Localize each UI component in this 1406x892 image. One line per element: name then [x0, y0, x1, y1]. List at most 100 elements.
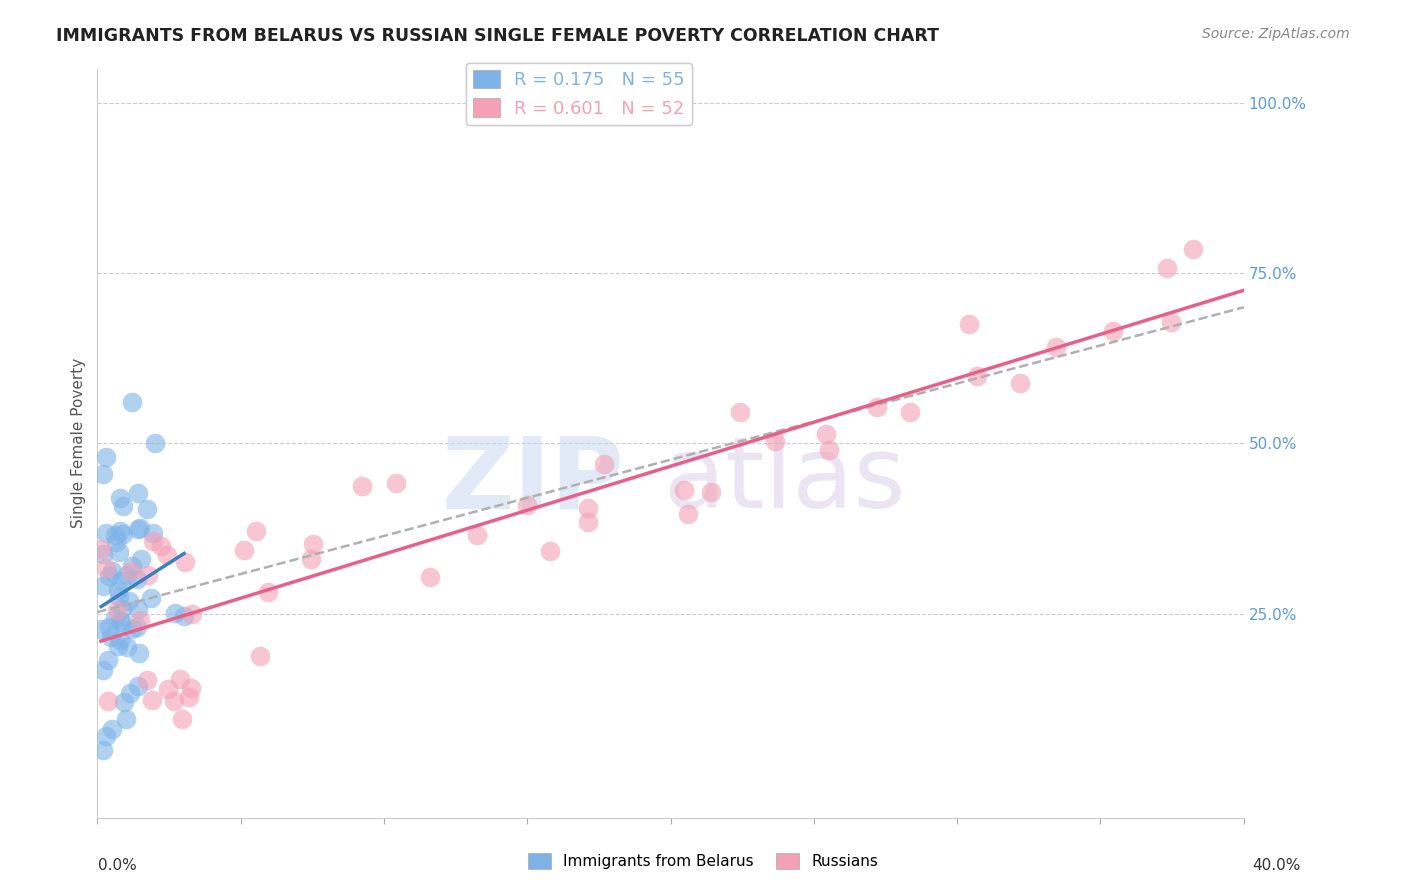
Point: [156, 548, 179, 562]
Point: [142, 526, 165, 541]
Point: [728, 404, 751, 418]
Point: [966, 369, 988, 384]
Point: [90, 542, 112, 557]
Point: [107, 582, 129, 597]
Point: [173, 609, 195, 624]
Point: [97, 653, 120, 667]
Point: [419, 569, 441, 583]
Point: [136, 673, 159, 687]
Point: [174, 555, 197, 569]
Point: [117, 567, 139, 582]
Point: [1181, 242, 1204, 256]
Point: [170, 712, 193, 726]
Point: [128, 520, 150, 534]
Point: [302, 537, 325, 551]
Point: [107, 640, 129, 654]
Point: [350, 479, 373, 493]
Point: [576, 500, 599, 515]
Point: [257, 585, 280, 599]
Point: [121, 622, 143, 636]
Point: [538, 544, 561, 558]
Text: 0.0%: 0.0%: [98, 858, 138, 872]
Point: [515, 498, 537, 512]
Point: [245, 524, 267, 538]
Point: [136, 568, 159, 582]
Point: [1045, 340, 1067, 354]
Point: [104, 611, 127, 625]
Point: [105, 602, 128, 616]
Y-axis label: Single Female Poverty: Single Female Poverty: [72, 358, 86, 528]
Point: [1101, 324, 1123, 338]
Point: [104, 527, 127, 541]
Point: [121, 558, 143, 573]
Point: [91, 547, 114, 561]
Point: [676, 507, 699, 521]
Point: [149, 539, 172, 553]
Point: [127, 485, 149, 500]
Point: [98, 569, 121, 583]
Point: [465, 528, 488, 542]
Point: [957, 317, 980, 331]
Point: [112, 499, 135, 513]
Point: [127, 522, 149, 536]
Point: [165, 606, 187, 620]
Text: Source: ZipAtlas.com: Source: ZipAtlas.com: [1202, 27, 1350, 41]
Text: ZIP: ZIP: [441, 433, 624, 529]
Point: [181, 607, 204, 621]
Point: [111, 615, 134, 629]
Point: [673, 483, 696, 498]
Point: [1160, 315, 1182, 329]
Point: [110, 632, 132, 647]
Point: [898, 405, 921, 419]
Point: [100, 723, 122, 737]
Point: [763, 434, 786, 448]
Point: [110, 491, 132, 505]
Point: [129, 613, 152, 627]
Point: [157, 682, 180, 697]
Point: [385, 475, 408, 490]
Point: [128, 646, 150, 660]
Point: [120, 564, 142, 578]
Point: [866, 400, 889, 414]
Point: [180, 681, 202, 696]
Point: [91, 743, 114, 757]
Point: [169, 672, 191, 686]
Text: atlas: atlas: [665, 433, 905, 529]
Point: [111, 527, 134, 541]
Point: [94, 450, 117, 464]
Point: [129, 552, 152, 566]
Point: [141, 692, 163, 706]
Point: [1008, 376, 1031, 390]
Point: [249, 649, 271, 664]
Point: [141, 591, 163, 605]
Point: [115, 712, 138, 726]
Point: [110, 614, 132, 628]
Point: [125, 620, 148, 634]
Point: [110, 574, 132, 589]
Point: [815, 426, 838, 441]
Point: [120, 686, 142, 700]
Point: [111, 602, 134, 616]
Point: [108, 545, 131, 559]
Point: [125, 572, 148, 586]
Point: [101, 564, 124, 578]
Point: [90, 622, 112, 636]
Point: [127, 679, 149, 693]
Legend: Immigrants from Belarus, Russians: Immigrants from Belarus, Russians: [522, 847, 884, 875]
Point: [118, 593, 141, 607]
Text: IMMIGRANTS FROM BELARUS VS RUSSIAN SINGLE FEMALE POVERTY CORRELATION CHART: IMMIGRANTS FROM BELARUS VS RUSSIAN SINGL…: [56, 27, 939, 45]
Point: [233, 543, 256, 558]
Point: [818, 443, 841, 458]
Point: [100, 630, 122, 644]
Point: [179, 690, 201, 705]
Point: [700, 485, 723, 500]
Point: [94, 525, 117, 540]
Point: [163, 694, 186, 708]
Point: [593, 457, 616, 471]
Text: 40.0%: 40.0%: [1253, 858, 1301, 872]
Point: [576, 516, 599, 530]
Point: [108, 524, 131, 538]
Point: [91, 579, 114, 593]
Point: [91, 467, 114, 481]
Point: [1156, 260, 1178, 275]
